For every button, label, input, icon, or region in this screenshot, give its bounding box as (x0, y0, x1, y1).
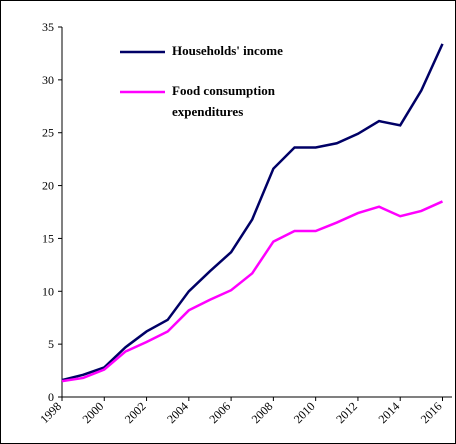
line-series (61, 200, 444, 383)
legend-line: Food consumption (172, 83, 276, 98)
y-tick-label: 10 (42, 284, 54, 298)
y-tick-label: 20 (42, 179, 54, 193)
y-tick-label: 35 (42, 20, 54, 34)
y-tick-label: 30 (42, 73, 54, 87)
y-tick-label: 15 (42, 231, 54, 245)
legend-label: Households' income (172, 43, 283, 58)
y-tick-label: 25 (42, 126, 54, 140)
line-series (61, 43, 444, 382)
legend-label: Food consumption expenditures (172, 83, 276, 119)
y-tick-label: 0 (48, 390, 54, 404)
y-tick-label: 5 (48, 337, 54, 351)
legend-line: expenditures (172, 104, 243, 119)
